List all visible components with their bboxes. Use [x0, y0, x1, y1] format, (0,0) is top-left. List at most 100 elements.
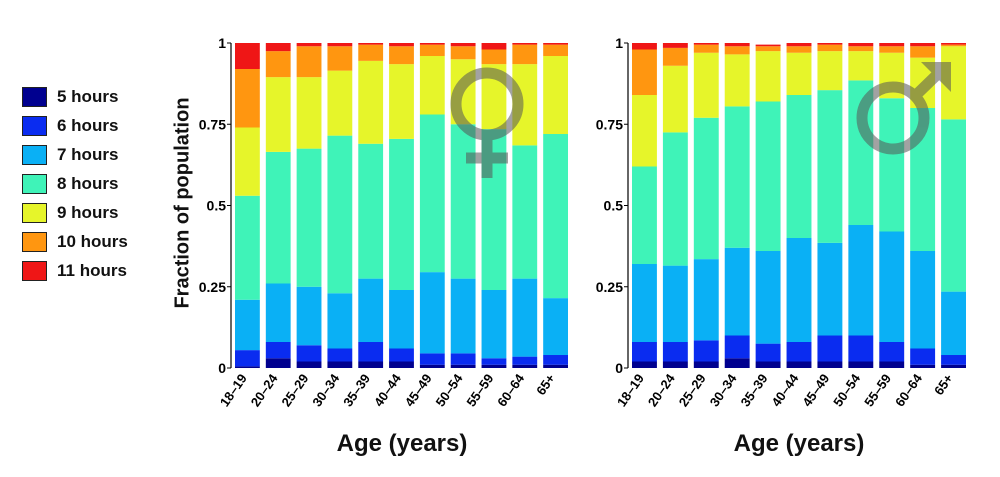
- bar-segment: [848, 43, 874, 47]
- bar-segment: [358, 342, 384, 362]
- bar-segment: [543, 56, 568, 134]
- bar-segment: [543, 355, 568, 365]
- x-tick-label: 35–39: [340, 371, 373, 409]
- bar-segment: [543, 44, 568, 57]
- y-tick-label: 0.25: [596, 279, 623, 295]
- bar-segment: [662, 132, 688, 266]
- x-tick-label: 50–54: [830, 370, 863, 409]
- bar-segment: [817, 242, 843, 336]
- bar-segment: [662, 361, 688, 368]
- bar-segment: [848, 361, 874, 368]
- legend-item: 9 hours: [22, 198, 162, 227]
- y-tick-label: 0: [615, 360, 623, 376]
- bar-segment: [724, 335, 750, 359]
- bar-segment: [848, 225, 874, 336]
- x-tick-label: 50–54: [433, 370, 466, 409]
- bar-segment: [327, 293, 353, 349]
- female-symbol-icon: [450, 67, 524, 178]
- bar-segment: [265, 43, 291, 52]
- bar-segment: [419, 44, 445, 57]
- bar-segment: [543, 364, 568, 368]
- bar-segment: [296, 77, 322, 149]
- legend-item: 5 hours: [22, 82, 162, 111]
- bar-segment: [941, 364, 966, 368]
- bar-segment: [941, 43, 966, 45]
- chart-panel-female: 18–1920–2425–2930–3435–3940–4445–4950–54…: [199, 35, 568, 409]
- bar-segment: [389, 361, 414, 368]
- legend-label: 5 hours: [57, 86, 119, 106]
- bar-segment: [296, 361, 322, 368]
- legend-swatch: [22, 115, 47, 136]
- bar-segment: [941, 119, 966, 292]
- legend-swatch: [22, 173, 47, 194]
- bar-segment: [724, 54, 750, 107]
- bar-segment: [724, 43, 750, 47]
- bar-segment: [543, 134, 568, 299]
- x-tick-label: 60–64: [494, 370, 527, 409]
- bar-segment: [481, 358, 507, 365]
- bar-segment: [693, 43, 719, 45]
- bar-segment: [662, 47, 688, 66]
- bar-segment: [632, 342, 657, 362]
- x-tick-label: 30–34: [309, 370, 342, 409]
- bar-segment: [358, 278, 384, 343]
- bar-segment: [481, 290, 507, 359]
- bar-segment: [327, 46, 353, 71]
- bar-segment: [786, 95, 812, 238]
- bar-segment: [693, 44, 719, 53]
- male-symbol-ring: [856, 81, 930, 155]
- bar-segment: [817, 90, 843, 243]
- bar-segment: [235, 366, 260, 369]
- bar-segment: [419, 353, 445, 365]
- bar-segment: [265, 77, 291, 152]
- x-tick-label: 20–24: [248, 370, 281, 409]
- bar-segment: [419, 272, 445, 354]
- bar-segment: [265, 51, 291, 78]
- bar-segment: [512, 356, 538, 365]
- bar-segment: [755, 343, 781, 362]
- bar-segment: [941, 355, 966, 365]
- bar-segment: [879, 342, 905, 362]
- male-symbol-arrowhead: [921, 62, 951, 92]
- legend-swatch: [22, 144, 47, 165]
- x-tick-label: 30–34: [707, 370, 740, 409]
- bar-segment: [389, 290, 414, 349]
- bar-segment: [419, 43, 445, 45]
- bar-segment: [786, 342, 812, 362]
- x-tick-label: 18–19: [614, 371, 647, 409]
- x-tick-label: 55–59: [861, 371, 894, 409]
- bar-segment: [419, 56, 445, 115]
- bar-segment: [662, 65, 688, 133]
- legend-label: 9 hours: [57, 202, 119, 222]
- bar-segment: [512, 364, 538, 368]
- x-tick-label: 25–29: [278, 371, 311, 409]
- bar-segment: [512, 145, 538, 279]
- bar-segment: [632, 95, 657, 167]
- bar-segment: [235, 127, 260, 196]
- bar-segment: [450, 278, 476, 354]
- bar-segment: [450, 124, 476, 279]
- bar-segment: [879, 98, 905, 232]
- bar-segment: [512, 44, 538, 65]
- bar-segment: [235, 350, 260, 367]
- legend-item: 7 hours: [22, 140, 162, 169]
- bar-segment: [235, 195, 260, 300]
- bar-segment: [265, 151, 291, 284]
- bar-segment: [693, 340, 719, 362]
- bar-segment: [389, 43, 414, 47]
- bar-segment: [543, 43, 568, 45]
- bar-segment: [693, 52, 719, 118]
- bar-segment: [941, 291, 966, 356]
- bar-segment: [786, 361, 812, 368]
- bar-segment: [817, 335, 843, 362]
- bar-segment: [879, 361, 905, 368]
- y-tick-label: 0.5: [207, 198, 227, 214]
- x-tick-label: 35–39: [738, 371, 771, 409]
- bar-segment: [450, 43, 476, 47]
- bar-segment: [848, 51, 874, 81]
- bar-segment: [419, 114, 445, 273]
- legend: 5 hours 6 hours 7 hours 8 hours 9 hours …: [22, 82, 162, 285]
- legend-label: 6 hours: [57, 115, 119, 135]
- x-axis-label-male: Age (years): [733, 430, 865, 457]
